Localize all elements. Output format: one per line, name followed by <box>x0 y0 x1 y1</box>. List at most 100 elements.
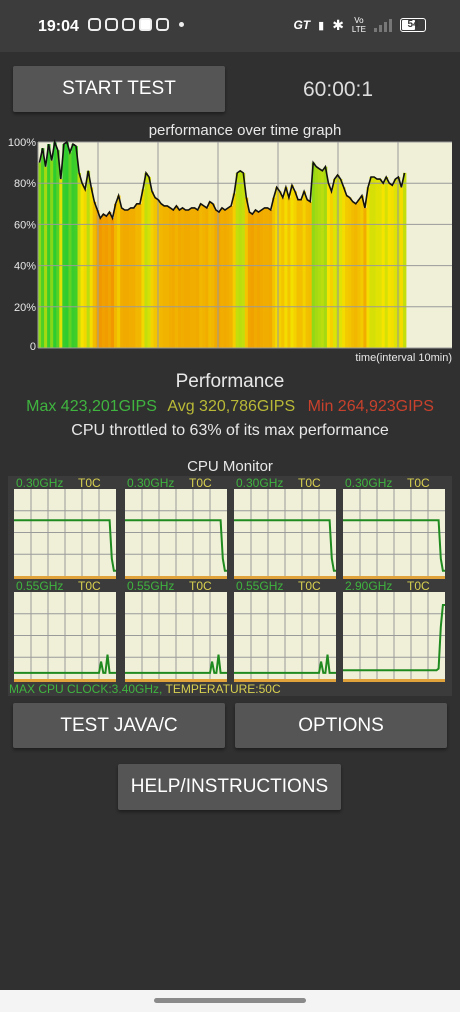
perf-bar <box>190 207 194 348</box>
perf-bar <box>68 152 72 348</box>
battery-level: 54 <box>407 19 419 30</box>
perf-bar <box>253 209 258 348</box>
perf-bar <box>165 205 170 348</box>
perf-bar <box>135 203 139 348</box>
perf-bar <box>329 191 334 348</box>
y-tick-label: 0 <box>30 341 36 353</box>
perf-bar <box>363 207 367 348</box>
perf-bar <box>244 197 249 348</box>
vibrate-icon: ▮ <box>318 19 325 32</box>
perf-bar <box>56 150 60 348</box>
core-frequency: 0.30GHz <box>127 476 175 490</box>
perf-bar <box>399 187 404 348</box>
perf-bar <box>354 203 358 348</box>
performance-line <box>38 138 406 221</box>
perf-bar <box>339 179 343 348</box>
volte-bottom: LTE <box>351 25 366 34</box>
instagram-icon <box>105 18 118 31</box>
core-temp-bar <box>343 679 445 682</box>
home-gesture-handle[interactable] <box>154 998 306 1003</box>
y-tick-label: 60% <box>14 219 36 231</box>
core-temp-bar <box>234 679 336 682</box>
perf-bar <box>180 207 185 348</box>
perf-bar <box>281 197 285 348</box>
cpu-core-6: 0.55GHz T0C <box>234 579 342 682</box>
perf-bar <box>174 205 179 348</box>
perf-bar <box>296 199 300 348</box>
x-axis-label: time(interval 10min) <box>355 352 452 364</box>
core-temp-bar <box>343 576 445 579</box>
cpu-core-0: 0.30GHz T0C <box>14 476 122 579</box>
perf-bar <box>311 162 316 348</box>
cpu-core-7: 2.90GHz T0C <box>343 579 451 682</box>
perf-bar <box>287 197 291 348</box>
core-frequency: 2.90GHz <box>345 579 393 593</box>
perf-bar <box>101 214 106 348</box>
perf-bar <box>98 218 103 348</box>
status-bar: 19:04 GT ▮ ✱ Vo LTE 54 <box>0 0 460 52</box>
cpu-core-3: 0.30GHz T0C <box>343 476 451 579</box>
help-instructions-button[interactable]: HELP/INSTRUCTIONS <box>118 764 341 810</box>
perf-bar <box>384 177 389 348</box>
battery-icon: 54 <box>400 18 426 32</box>
perf-bar <box>323 166 328 348</box>
perf-bar <box>187 209 191 348</box>
core-temperature: T0C <box>298 476 321 490</box>
core-frequency: 0.55GHz <box>127 579 175 593</box>
core-temp-bar <box>14 679 116 682</box>
perf-bar <box>369 177 373 348</box>
perf-bar <box>235 172 240 348</box>
test-java-c-button[interactable]: TEST JAVA/C <box>13 703 225 748</box>
perf-bar <box>241 172 246 348</box>
options-button[interactable]: OPTIONS <box>235 703 447 748</box>
more-notifications-dot <box>179 22 184 27</box>
perf-bar <box>44 166 48 348</box>
perf-bar <box>41 148 45 348</box>
perf-bar <box>74 146 78 348</box>
perf-bar <box>402 172 407 348</box>
perf-bar <box>205 207 209 348</box>
avg-gips: Avg 320,786GIPS <box>167 398 296 415</box>
perf-bar <box>104 216 109 348</box>
perf-bar <box>223 209 227 348</box>
volte-icon: Vo LTE <box>352 16 366 34</box>
cpu-monitor-footer: MAX CPU CLOCK:3.40GHz, TEMPERATURE:50C <box>9 682 281 696</box>
perf-bar <box>360 195 364 348</box>
perf-bar <box>196 209 200 348</box>
perf-bar <box>232 193 237 348</box>
perf-bar <box>177 209 182 348</box>
perf-bar <box>59 179 63 348</box>
core-frequency: 0.30GHz <box>345 476 393 490</box>
perf-bar <box>390 185 395 348</box>
core-usage-line <box>125 519 227 572</box>
perf-bar <box>226 207 231 348</box>
perf-bar <box>314 166 319 348</box>
perf-bar <box>214 209 218 348</box>
perf-bar <box>144 172 148 348</box>
y-tick-label: 40% <box>14 261 36 273</box>
perf-bar <box>308 201 313 348</box>
core-temp-bar <box>125 679 227 682</box>
perf-bar <box>317 168 322 348</box>
cpu-temperature: TEMPERATURE:50C <box>165 682 281 696</box>
max-cpu-clock: MAX CPU CLOCK:3.40GHz, <box>9 682 166 696</box>
y-tick-label: 80% <box>14 178 36 190</box>
perf-bar <box>141 189 145 348</box>
perf-bar <box>153 197 158 348</box>
perf-bar <box>302 191 307 348</box>
perf-bar <box>47 144 51 348</box>
gt-icon: GT <box>293 18 311 32</box>
y-tick-label: 20% <box>14 302 36 314</box>
perf-bar <box>266 207 270 348</box>
notification-icons <box>88 18 184 31</box>
core-temperature: T0C <box>78 476 101 490</box>
cpu-core-2: 0.30GHz T0C <box>234 476 342 579</box>
core-graph <box>343 489 445 579</box>
perf-bar <box>278 191 282 348</box>
cloud-icon <box>139 18 152 31</box>
start-test-button[interactable]: START TEST <box>13 66 225 112</box>
core-graph <box>234 489 336 579</box>
core-usage-line <box>125 654 227 674</box>
perf-bar <box>38 162 42 348</box>
perf-bar <box>348 197 352 348</box>
